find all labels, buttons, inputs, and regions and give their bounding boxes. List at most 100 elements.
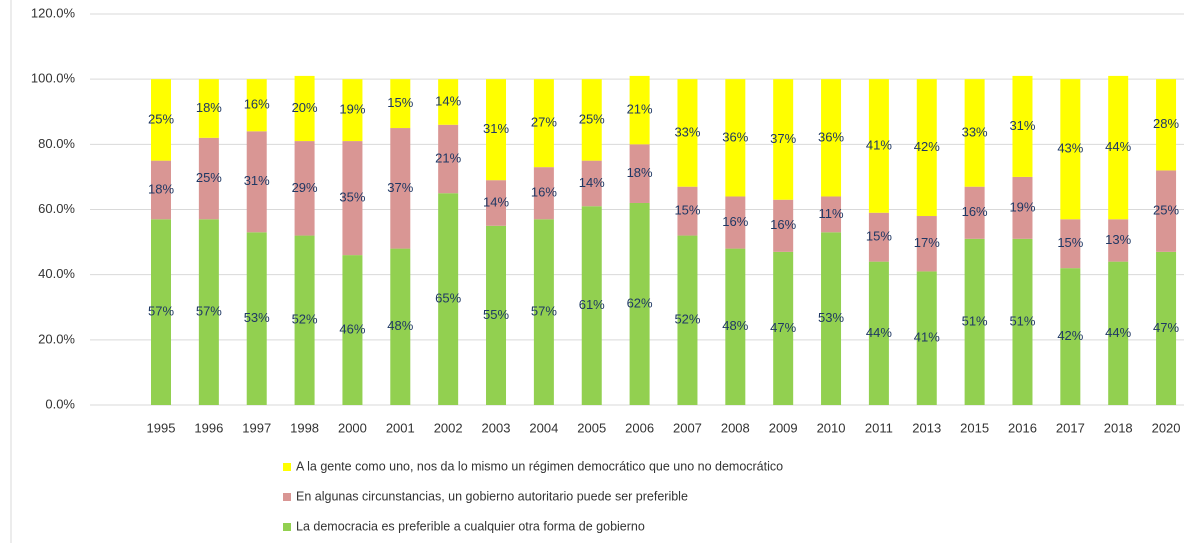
data-label: 16% (962, 204, 988, 219)
data-label: 62% (627, 295, 653, 310)
bar-segment (438, 124, 459, 194)
x-tick-label: 1995 (147, 420, 176, 435)
bar-segment (151, 79, 171, 161)
bar-segment (964, 238, 985, 405)
bar-segment (773, 251, 794, 405)
data-label: 47% (770, 320, 796, 335)
bar-segment (246, 131, 267, 233)
x-tick-label: 2003 (482, 420, 511, 435)
x-tick-label: 2017 (1056, 420, 1085, 435)
bar-segment (1012, 176, 1033, 239)
legend-label: La democracia es preferible a cualquier … (296, 519, 645, 533)
x-tick-label: 2015 (960, 420, 989, 435)
bar-segment (294, 141, 315, 236)
bar-segment (1156, 79, 1177, 171)
x-tick-label: 1997 (242, 420, 271, 435)
data-label: 42% (1057, 328, 1083, 343)
bar-segment (821, 79, 842, 197)
data-label: 35% (339, 190, 365, 205)
data-label: 57% (531, 304, 557, 319)
data-label: 57% (148, 304, 174, 319)
bar-segment (629, 75, 650, 145)
data-label: 17% (914, 235, 940, 250)
bar-segment (486, 180, 507, 226)
bar-segment (1108, 75, 1129, 220)
bar-segment (294, 75, 315, 142)
bar-segment (964, 79, 985, 187)
bar-segment (1060, 219, 1081, 269)
y-tick-label: 40.0% (38, 266, 75, 281)
data-label: 42% (914, 139, 940, 154)
bar-segment (342, 141, 363, 256)
x-tick-label: 2009 (769, 420, 798, 435)
bar-segment (725, 79, 746, 197)
data-label: 21% (435, 150, 461, 165)
bar-segment (916, 271, 937, 405)
data-label: 31% (244, 173, 270, 188)
x-tick-label: 2016 (1008, 420, 1037, 435)
bar-segment (916, 216, 937, 272)
bar-segment (581, 206, 602, 405)
x-tick-label: 2006 (625, 420, 654, 435)
y-tick-label: 80.0% (38, 136, 75, 151)
bar-segment (821, 232, 842, 405)
data-label: 55% (483, 307, 509, 322)
bar-segment (1108, 261, 1129, 405)
data-label: 37% (770, 131, 796, 146)
data-label: 41% (914, 330, 940, 345)
data-label: 31% (483, 121, 509, 136)
data-label: 51% (1009, 313, 1035, 328)
bar-segment (342, 79, 363, 142)
data-label: 15% (674, 203, 700, 218)
data-label: 20% (292, 100, 318, 115)
y-tick-label: 0.0% (45, 396, 75, 411)
data-label: 18% (196, 100, 222, 115)
bar-segment (1060, 268, 1081, 405)
data-label: 15% (866, 229, 892, 244)
data-label: 14% (483, 194, 509, 209)
bar-segment (390, 128, 411, 249)
data-label: 29% (292, 180, 318, 195)
bar-segment (581, 160, 602, 207)
bar-segment (1012, 75, 1033, 177)
x-tick-label: 1996 (194, 420, 223, 435)
data-label: 52% (674, 312, 700, 327)
data-label: 25% (148, 111, 174, 126)
data-label: 41% (866, 137, 892, 152)
data-label: 46% (339, 321, 365, 336)
data-label: 36% (818, 129, 844, 144)
bar-segment (629, 144, 650, 203)
bar-segment (438, 79, 459, 125)
bar-segment (868, 79, 889, 213)
x-tick-label: 2002 (434, 420, 463, 435)
bar-segment (533, 167, 554, 220)
x-tick-label: 1998 (290, 420, 319, 435)
data-label: 57% (196, 304, 222, 319)
data-label: 11% (819, 206, 844, 221)
data-label: 19% (1009, 199, 1035, 214)
legend-label: En algunas circunstancias, un gobierno a… (296, 489, 688, 503)
y-tick-label: 100.0% (31, 71, 76, 86)
bar-segment (486, 225, 507, 405)
x-tick-label: 2018 (1104, 420, 1133, 435)
data-label: 44% (1105, 325, 1131, 340)
bar-segment (964, 186, 985, 239)
x-tick-label: 2000 (338, 420, 367, 435)
x-tick-label: 2001 (386, 420, 415, 435)
bar-segment (198, 219, 219, 405)
data-label: 37% (387, 180, 413, 195)
x-tick-label: 2008 (721, 420, 750, 435)
data-label: 36% (722, 129, 748, 144)
x-tick-label: 2020 (1152, 420, 1181, 435)
data-label: 28% (1153, 116, 1179, 131)
bar-segment (1156, 251, 1177, 405)
data-label: 43% (1057, 141, 1083, 156)
data-label: 19% (339, 102, 365, 117)
data-label: 65% (435, 291, 461, 306)
bar-segment (486, 79, 507, 181)
data-label: 47% (1153, 320, 1179, 335)
bar-segment (821, 196, 842, 233)
x-tick-label: 2005 (577, 420, 606, 435)
x-tick-label: 2004 (529, 420, 558, 435)
